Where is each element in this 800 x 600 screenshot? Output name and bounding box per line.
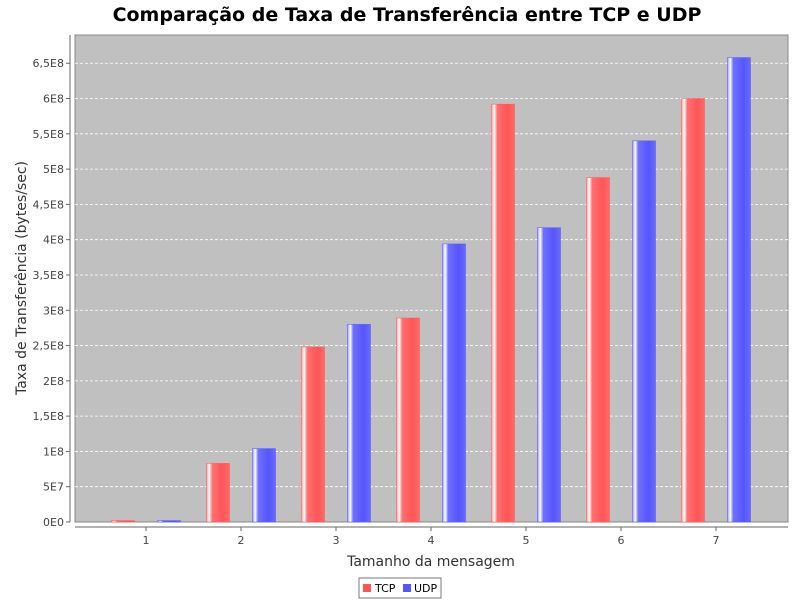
- y-tick-label: 3,5E8: [33, 269, 64, 282]
- bar-udp-1: [157, 520, 181, 523]
- y-tick-label: 6E8: [43, 93, 64, 106]
- bar-udp-4: [442, 243, 466, 523]
- y-tick-label: 3E8: [43, 304, 64, 317]
- x-tick-label: 2: [238, 534, 245, 547]
- bar-tcp-6: [586, 177, 610, 523]
- bar-tcp-4: [396, 317, 420, 523]
- x-tick-label: 1: [143, 534, 150, 547]
- y-tick-label: 5E7: [43, 481, 64, 494]
- x-tick-label: 6: [618, 534, 625, 547]
- bar-udp-5: [537, 227, 561, 523]
- legend-swatch-tcp: [363, 584, 371, 592]
- bar-udp-7: [727, 57, 751, 523]
- bar-tcp-5: [491, 103, 515, 523]
- bars: [111, 57, 751, 523]
- x-axis-label: Tamanho da mensagem: [346, 554, 515, 570]
- x-ticks: 1 2 3 4 5 6 7: [143, 527, 720, 547]
- y-tick-label: 2,5E8: [33, 340, 64, 353]
- y-tick-label: 1,5E8: [33, 410, 64, 423]
- bar-tcp-2: [206, 463, 230, 523]
- y-tick-label: 4,5E8: [33, 198, 64, 211]
- y-tick-label: 0E0: [43, 516, 64, 529]
- x-tick-label: 7: [713, 534, 720, 547]
- plot-area: [74, 34, 789, 523]
- bar-tcp-7: [681, 98, 705, 523]
- gridlines: [75, 62, 788, 488]
- bar-tcp-1: [111, 520, 135, 523]
- y-tick-label: 4E8: [43, 234, 64, 247]
- legend: TCP UDP: [358, 577, 442, 599]
- y-tick-label: 2E8: [43, 375, 64, 388]
- bar-tcp-3: [301, 346, 325, 523]
- y-tick-label: 6,5E8: [33, 57, 64, 70]
- x-tick-label: 4: [428, 534, 435, 547]
- y-axis-label: Taxa de Transferência (bytes/sec): [14, 161, 30, 396]
- bar-udp-2: [252, 448, 276, 523]
- y-ticks: 0E0 5E7 1E8 1,5E8 2E8 2,5E8 3E8 3,5E8 4E8 4,5E8 5E…: [33, 57, 70, 529]
- legend-label-tcp: TCP: [374, 582, 396, 595]
- legend-box: [358, 577, 442, 599]
- y-tick-label: 5,5E8: [33, 128, 64, 141]
- bar-udp-6: [632, 140, 656, 523]
- legend-label-udp: UDP: [414, 582, 438, 595]
- legend-swatch-udp: [403, 584, 411, 592]
- y-tick-label: 1E8: [43, 445, 64, 458]
- x-tick-label: 3: [333, 534, 340, 547]
- bar-udp-3: [347, 324, 371, 523]
- y-tick-label: 5E8: [43, 163, 64, 176]
- x-tick-label: 5: [523, 534, 530, 547]
- chart-title: Comparação de Taxa de Transferência entr…: [113, 4, 702, 26]
